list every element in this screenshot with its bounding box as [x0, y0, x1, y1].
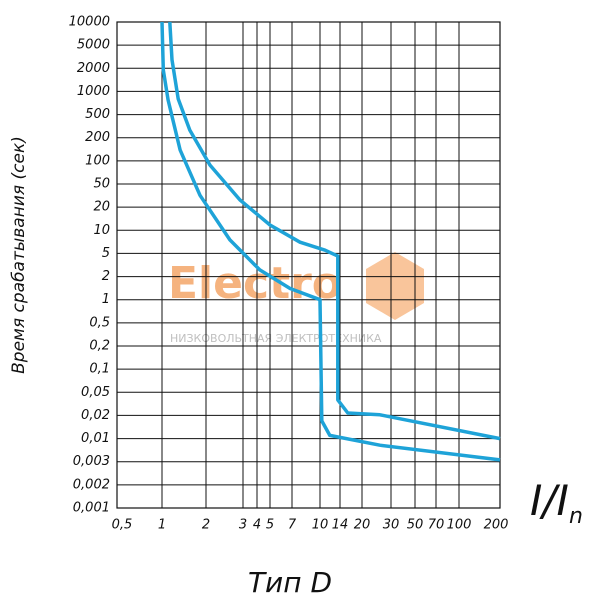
x-tick-label: 5 [266, 518, 274, 533]
y-tick-label: 2000 [77, 61, 110, 76]
watermark-subtext: НИЗКОВОЛЬТНАЯ ЭЛЕКТРОТЕХНИКА [170, 332, 382, 345]
y-tick-label: 100 [85, 153, 110, 168]
y-tick-label: 1 [102, 292, 110, 307]
watermark-hexagon [366, 252, 424, 320]
y-tick-label: 0,002 [73, 477, 110, 492]
x-tick-label: 100 [447, 518, 472, 533]
y-tick-label: 0,02 [81, 408, 110, 423]
y-tick-label: 0,003 [73, 454, 110, 469]
x-tick-label: 30 [383, 518, 400, 533]
watermark: Electro НИЗКОВОЛЬТНАЯ ЭЛЕКТРОТЕХНИКА [168, 252, 424, 345]
x-tick-label: 3 [239, 518, 247, 533]
x-tick-label: 50 [407, 518, 424, 533]
y-tick-label: 0,05 [81, 385, 110, 400]
curve [160, 21, 501, 462]
x-axis-label-main: I/I [530, 476, 569, 525]
x-tick-label: 4 [253, 518, 261, 533]
y-tick-label: 10000 [69, 15, 110, 30]
x-tick-label: 0,5 [112, 518, 133, 533]
x-tick-label: 10 [312, 518, 329, 533]
y-tick-label: 0,001 [73, 501, 110, 516]
x-tick-label: 2 [202, 518, 210, 533]
y-tick-label: 20 [93, 200, 110, 215]
y-tick-label: 10 [93, 223, 110, 238]
y-tick-label: 500 [85, 107, 110, 122]
y-axis-label: Время срабатывания (сек) [9, 136, 29, 374]
x-tick-label: 1 [158, 518, 166, 533]
y-tick-label: 1000 [77, 84, 110, 99]
x-axis-label: I/In [530, 476, 583, 529]
x-tick-label: 14 [332, 518, 349, 533]
y-tick-label: 50 [93, 177, 110, 192]
grid [116, 21, 501, 509]
x-tick-label: 20 [354, 518, 371, 533]
y-tick-label: 0,2 [89, 339, 110, 354]
y-tick-label: 2 [102, 269, 110, 284]
x-tick-label: 70 [428, 518, 445, 533]
chart-title: Тип D [248, 566, 332, 599]
y-tick-label: 5 [102, 246, 110, 261]
curve [168, 21, 501, 441]
y-tick-label: 0,01 [81, 431, 110, 446]
y-tick-label: 0,1 [89, 362, 110, 377]
y-tick-label: 0,5 [89, 315, 110, 330]
x-tick-label: 200 [484, 518, 509, 533]
x-tick-label: 7 [288, 518, 297, 533]
y-tick-label: 200 [85, 130, 110, 145]
y-tick-label: 5000 [77, 38, 110, 53]
x-axis-label-sub: n [569, 504, 583, 529]
